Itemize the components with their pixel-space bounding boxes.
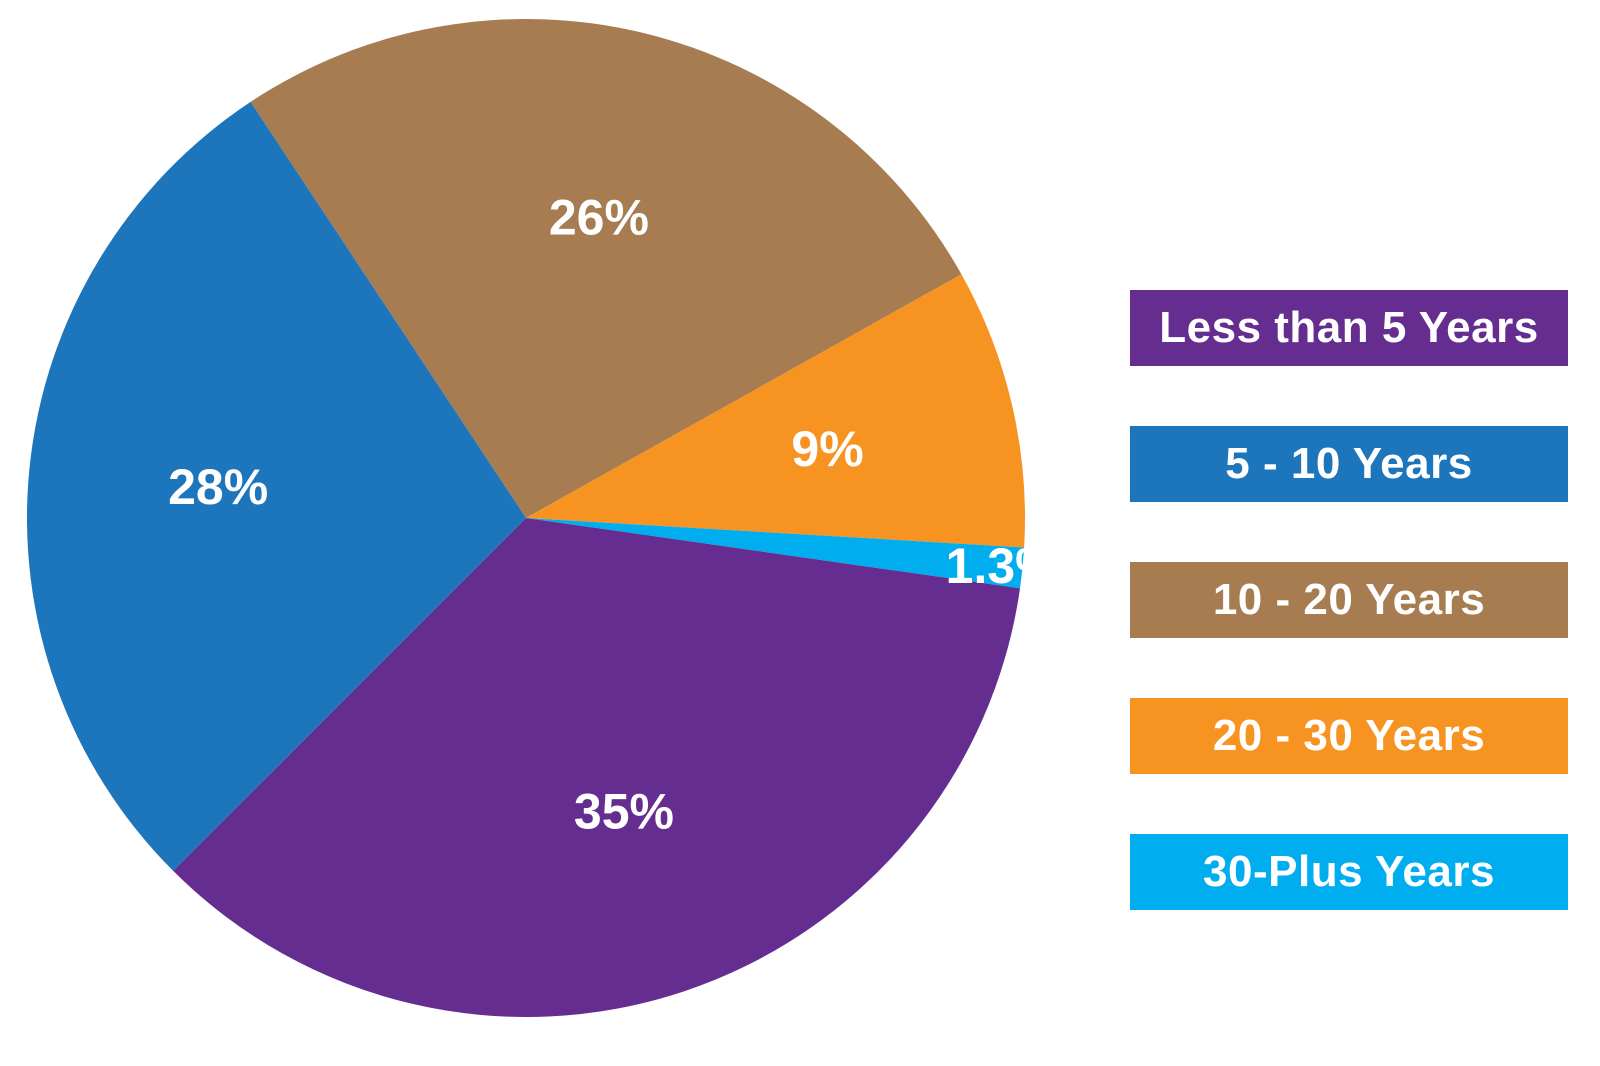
pie-label-5-10-years: 28%: [168, 459, 268, 515]
pie-slice-20-30-years: [526, 274, 1025, 548]
legend: Less than 5 Years 5 - 10 Years 10 - 20 Y…: [1130, 290, 1568, 910]
pie-label-10-20-years: 26%: [549, 189, 649, 245]
legend-item-less-than-5-years: Less than 5 Years: [1130, 290, 1568, 366]
pie-slices: [27, 19, 1025, 1017]
legend-item-30-plus-years: 30-Plus Years: [1130, 834, 1568, 910]
pie-slice-10-20-years: [250, 19, 962, 519]
pie-slice-5-10-years: [27, 101, 526, 871]
legend-item-20-30-years: 20 - 30 Years: [1130, 698, 1568, 774]
pie-label-20-30-years: 9%: [791, 421, 863, 477]
pie-labels: 26% 9% 1.3% 35% 28%: [168, 189, 1059, 839]
pie-slice-less-than-5-years: [173, 518, 1021, 1017]
legend-item-5-10-years: 5 - 10 Years: [1130, 426, 1568, 502]
pie-label-less-than-5-years: 35%: [574, 783, 674, 839]
pie-label-30-plus-years: 1.3%: [946, 538, 1060, 594]
pie-chart: 26% 9% 1.3% 35% 28%: [27, 19, 1059, 1017]
pie-slice-30-plus-years: [526, 518, 1025, 589]
legend-item-10-20-years: 10 - 20 Years: [1130, 562, 1568, 638]
